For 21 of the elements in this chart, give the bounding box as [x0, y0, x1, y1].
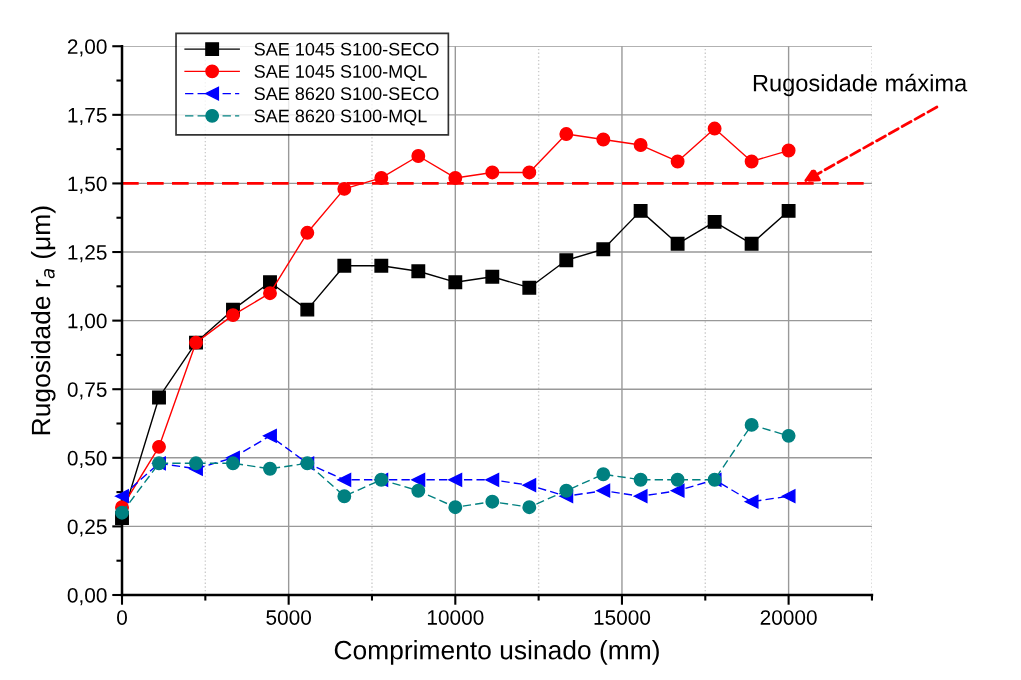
y-tick-label: 0,00 — [67, 588, 107, 606]
legend-label: SAE 8620 S100-MQL — [254, 109, 427, 126]
y-tick-label: 0,25 — [67, 519, 107, 537]
y-tick-label: 0,75 — [67, 382, 107, 400]
x-tick-label: 5000 — [266, 610, 312, 625]
y-tick-label: 1,00 — [68, 313, 107, 331]
y-axis-title: Rugosidade r$_{a}$ (μm) — [30, 206, 56, 435]
y-tick-label: 0,50 — [67, 450, 107, 469]
x-tick-label: 10000 — [427, 610, 484, 625]
legend-label: SAE 1045 S100-SECO — [254, 42, 439, 56]
y-tick-label: 2,00 — [67, 39, 107, 57]
ref-line-label: Rugosidade máxima — [753, 73, 968, 97]
x-tick-label: 15000 — [594, 610, 651, 625]
y-tick-label: 1,25 — [68, 245, 107, 263]
x-tick-label: 20000 — [760, 610, 817, 625]
legend-label: SAE 1045 S100-MQL — [254, 65, 427, 82]
y-tick-label: 1,75 — [68, 108, 107, 126]
x-axis-title: Comprimento usinado (mm) — [334, 640, 659, 665]
legend-label: SAE 8620 S100-SECO — [254, 87, 439, 101]
y-tick-label: 1,50 — [68, 176, 107, 194]
x-tick-label: 0 — [117, 610, 127, 625]
